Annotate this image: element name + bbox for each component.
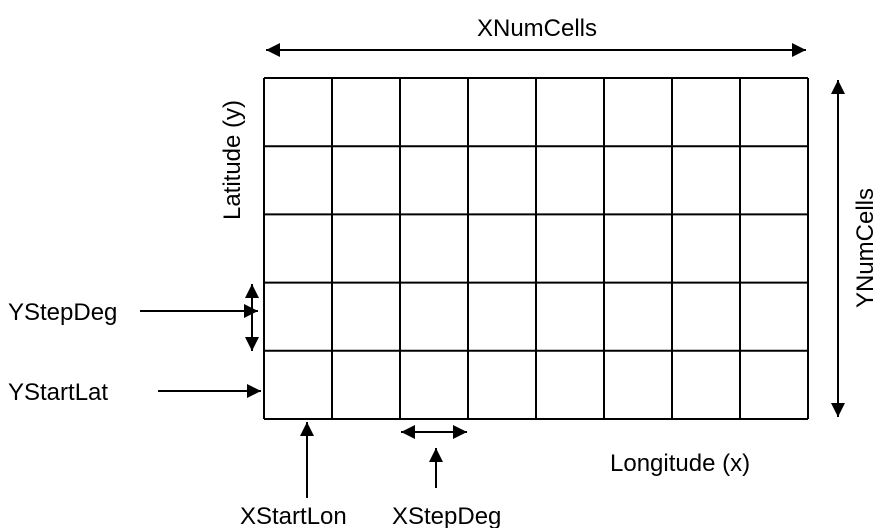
longitude-label: Longitude (x) — [610, 450, 750, 477]
x-num-cells-label: XNumCells — [477, 15, 597, 42]
x-step-deg-label: XStepDeg — [392, 503, 501, 528]
y-step-deg-label: YStepDeg — [8, 299, 117, 326]
y-num-cells-label: YNumCells — [852, 188, 875, 308]
y-start-lat-label: YStartLat — [8, 379, 108, 406]
grid — [263, 77, 809, 420]
latitude-label: Latitude (y) — [219, 100, 246, 220]
x-start-lon-label: XStartLon — [240, 503, 347, 528]
